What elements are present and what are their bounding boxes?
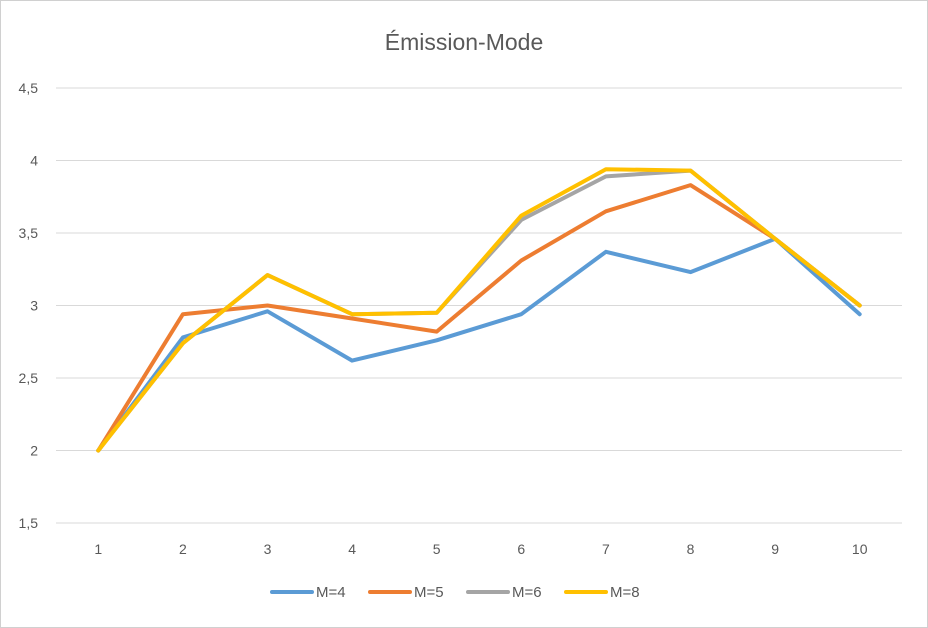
legend-item: M=5 <box>368 584 444 601</box>
legend-label: M=6 <box>512 584 542 601</box>
x-tick-label: 4 <box>348 541 356 557</box>
x-tick-label: 10 <box>852 541 868 557</box>
x-tick-label: 8 <box>687 541 695 557</box>
chart-title: Émission-Mode <box>384 29 544 55</box>
y-tick-label: 4,5 <box>19 80 39 96</box>
legend-label: M=8 <box>610 584 640 601</box>
legend: M=4 M=5 M=6 M=8 <box>270 584 640 601</box>
series-line-m-8 <box>96 167 862 453</box>
legend-item: M=8 <box>564 584 640 601</box>
series-line-m-4 <box>96 236 862 453</box>
x-tick-label: 5 <box>433 541 441 557</box>
x-tick-label: 2 <box>179 541 187 557</box>
y-tick-label: 3,5 <box>19 225 39 241</box>
x-axis-ticks: 1 2 3 4 5 6 7 8 9 10 <box>94 541 867 557</box>
y-tick-label: 1,5 <box>19 515 39 531</box>
y-tick-label: 2,5 <box>19 370 39 386</box>
legend-item: M=6 <box>466 584 542 601</box>
x-tick-label: 9 <box>771 541 779 557</box>
gridlines <box>56 87 902 524</box>
x-tick-label: 1 <box>94 541 102 557</box>
y-tick-label: 2 <box>30 443 38 459</box>
legend-item: M=4 <box>270 584 346 601</box>
x-tick-label: 6 <box>517 541 525 557</box>
x-tick-label: 3 <box>264 541 272 557</box>
y-axis-ticks: 1,5 2 2,5 3 3,5 4 4,5 <box>19 80 39 531</box>
x-tick-label: 7 <box>602 541 610 557</box>
y-tick-label: 3 <box>30 298 38 314</box>
legend-label: M=4 <box>316 584 346 601</box>
legend-label: M=5 <box>414 584 444 601</box>
series-lines <box>96 167 862 453</box>
y-tick-label: 4 <box>30 153 38 169</box>
